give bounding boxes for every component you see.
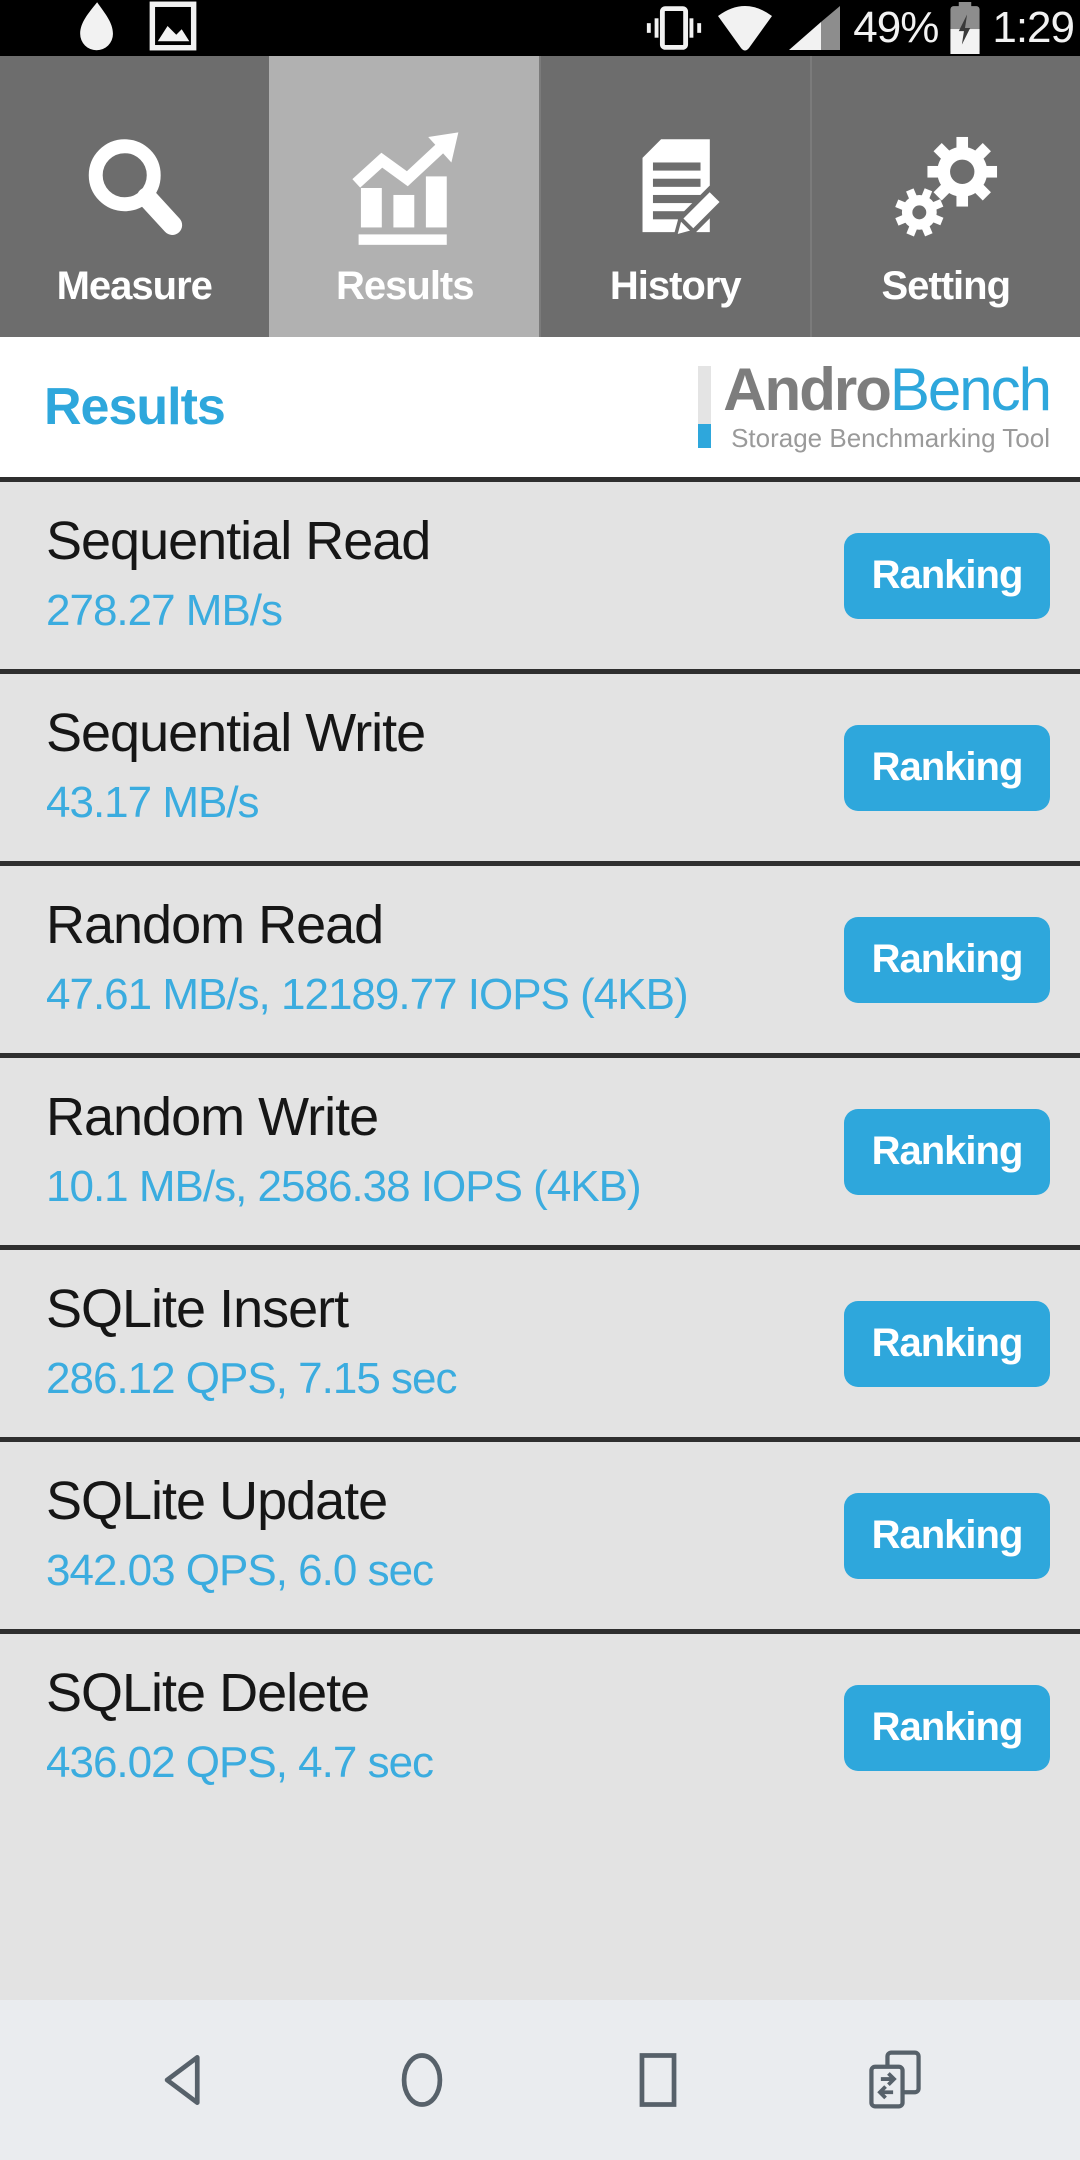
logo-wordmark: AndroBench [723,355,1052,423]
document-edit-icon [617,122,733,254]
vibrate-icon [643,5,705,51]
result-row-sqlite-delete: SQLite Delete 436.02 QPS, 4.7 sec Rankin… [0,1629,1080,1821]
result-title: Random Read [46,895,384,955]
tab-history[interactable]: History [539,56,810,337]
cell-signal-icon [785,4,843,52]
tab-bar: Measure Results [0,56,1080,337]
result-value: 278.27 MB/s [46,586,283,635]
flame-icon [70,0,122,57]
result-value: 10.1 MB/s, 2586.38 IOPS (4KB) [46,1162,642,1211]
result-row-sequential-write: Sequential Write 43.17 MB/s Ranking [0,669,1080,861]
recents-icon[interactable] [623,2045,693,2115]
result-title: SQLite Insert [46,1279,349,1339]
result-row-sqlite-update: SQLite Update 342.03 QPS, 6.0 sec Rankin… [0,1437,1080,1629]
result-row-sqlite-insert: SQLite Insert 286.12 QPS, 7.15 sec Ranki… [0,1245,1080,1437]
logo-bar [698,366,712,448]
wifi-icon [715,3,775,53]
result-value: 342.03 QPS, 6.0 sec [46,1546,434,1595]
result-title: SQLite Update [46,1471,388,1531]
page-header: Results AndroBench Storage Benchmarking … [0,337,1080,477]
tab-label: History [609,264,742,308]
gears-icon [888,122,1004,254]
ranking-button[interactable]: Ranking [844,532,1050,619]
ranking-button[interactable]: Ranking [844,1300,1050,1387]
ranking-button[interactable]: Ranking [844,1492,1050,1579]
tab-results[interactable]: Results [268,56,539,337]
result-row-sequential-read: Sequential Read 278.27 MB/s Ranking [0,477,1080,669]
navigation-bar [0,2000,1080,2160]
result-title: SQLite Delete [46,1663,370,1723]
result-value: 436.02 QPS, 4.7 sec [46,1738,434,1787]
result-row-random-write: Random Write 10.1 MB/s, 2586.38 IOPS (4K… [0,1053,1080,1245]
result-title: Sequential Read [46,511,431,571]
battery-percent: 49% [853,3,939,52]
result-value: 286.12 QPS, 7.15 sec [46,1354,458,1403]
page-title: Results [44,378,226,436]
ranking-button[interactable]: Ranking [844,724,1050,811]
results-list: Sequential Read 278.27 MB/s Ranking Sequ… [0,477,1080,2000]
tab-label: Measure [56,264,213,308]
result-row-random-read: Random Read 47.61 MB/s, 12189.77 IOPS (4… [0,861,1080,1053]
status-bar: 49% 1:29 [0,0,1080,56]
result-value: 43.17 MB/s [46,778,260,827]
logo-subtitle: Storage Benchmarking Tool [731,422,1050,453]
back-icon[interactable] [150,2045,220,2115]
tab-measure[interactable]: Measure [0,56,269,337]
androbench-logo: AndroBench Storage Benchmarking Tool [698,355,1052,454]
ranking-button[interactable]: Ranking [844,916,1050,1003]
tab-label: Results [336,264,474,308]
magnifier-icon [76,122,192,254]
dual-window-icon[interactable] [860,2045,930,2115]
tab-label: Setting [881,264,1011,308]
result-title: Sequential Write [46,703,426,763]
ranking-button[interactable]: Ranking [844,1684,1050,1771]
gallery-icon [148,1,198,56]
list-filler [0,1821,1080,2000]
result-title: Random Write [46,1087,379,1147]
home-icon[interactable] [387,2045,457,2115]
bar-chart-icon [347,122,463,254]
result-value: 47.61 MB/s, 12189.77 IOPS (4KB) [46,970,689,1019]
tab-setting[interactable]: Setting [809,56,1080,337]
clock: 1:29 [992,3,1075,52]
battery-icon [948,2,982,54]
ranking-button[interactable]: Ranking [844,1108,1050,1195]
